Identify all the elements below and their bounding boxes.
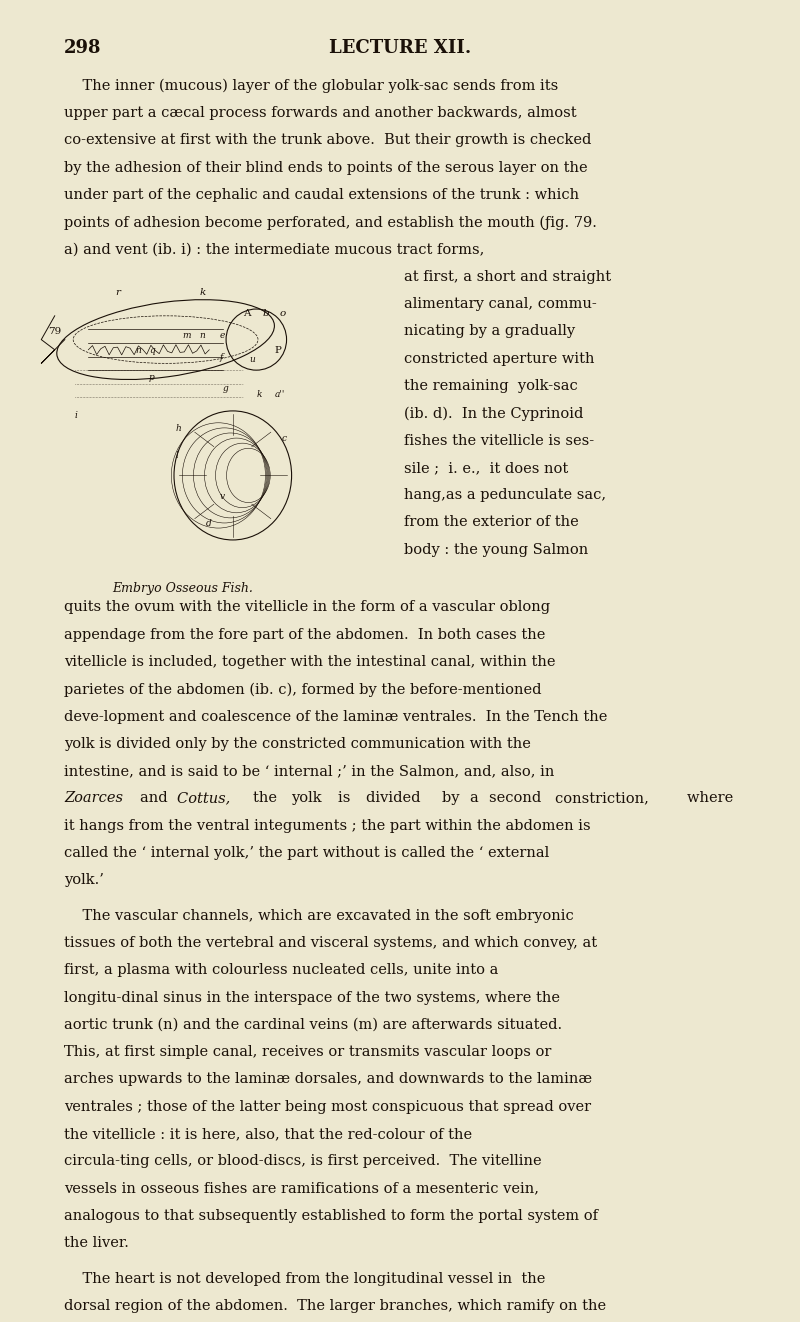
- Text: ventrales ; those of the latter being most conspicuous that spread over: ventrales ; those of the latter being mo…: [64, 1100, 591, 1113]
- Text: divided: divided: [366, 792, 426, 805]
- Text: at first, a short and straight: at first, a short and straight: [404, 270, 611, 284]
- Text: v: v: [219, 492, 225, 501]
- Text: body : the young Salmon: body : the young Salmon: [404, 543, 588, 557]
- Text: the liver.: the liver.: [64, 1236, 129, 1251]
- Text: constricted aperture with: constricted aperture with: [404, 352, 594, 366]
- Text: points of adhesion become perforated, and establish the mouth (ƒig. 79.: points of adhesion become perforated, an…: [64, 215, 597, 230]
- Text: l: l: [176, 451, 178, 460]
- Text: alimentary canal, commu-: alimentary canal, commu-: [404, 297, 597, 311]
- Text: b: b: [263, 309, 270, 317]
- Text: is: is: [338, 792, 354, 805]
- Text: aortic trunk (n) and the cardinal veins (m) are afterwards situated.: aortic trunk (n) and the cardinal veins …: [64, 1018, 566, 1032]
- Text: analogous to that subsequently established to form the portal system of: analogous to that subsequently establish…: [64, 1208, 598, 1223]
- Text: fishes the vitellicle is ses-: fishes the vitellicle is ses-: [404, 434, 594, 448]
- Text: the: the: [253, 792, 282, 805]
- Text: yolk is divided only by the constricted communication with the: yolk is divided only by the constricted …: [64, 736, 531, 751]
- Text: vessels in osseous fishes are ramifications of a mesenteric vein,: vessels in osseous fishes are ramificati…: [64, 1182, 539, 1195]
- Text: i: i: [75, 411, 78, 419]
- Text: by the adhesion of their blind ends to points of the serous layer on the: by the adhesion of their blind ends to p…: [64, 161, 588, 175]
- Text: where: where: [687, 792, 738, 805]
- Text: nicating by a gradually: nicating by a gradually: [404, 324, 575, 338]
- Text: yolk: yolk: [290, 792, 326, 805]
- Text: Cottus,: Cottus,: [178, 792, 235, 805]
- Text: m: m: [182, 330, 191, 340]
- Text: constriction,: constriction,: [555, 792, 654, 805]
- Text: vitellicle is included, together with the intestinal canal, within the: vitellicle is included, together with th…: [64, 654, 555, 669]
- Text: the remaining  yolk-sac: the remaining yolk-sac: [404, 379, 578, 393]
- Text: q: q: [149, 346, 154, 356]
- Text: r: r: [115, 288, 120, 297]
- Text: arches upwards to the laminæ dorsales, and downwards to the laminæ: arches upwards to the laminæ dorsales, a…: [64, 1072, 592, 1087]
- Text: Embryo Osseous Fish.: Embryo Osseous Fish.: [112, 582, 253, 595]
- Text: e: e: [219, 330, 225, 340]
- Text: a) and vent (ib. i) : the intermediate mucous tract forms,: a) and vent (ib. i) : the intermediate m…: [64, 242, 484, 256]
- Text: longitu-dinal sinus in the interspace of the two systems, where the: longitu-dinal sinus in the interspace of…: [64, 990, 560, 1005]
- Text: deve-lopment and coalescence of the laminæ ventrales.  In the Tench the: deve-lopment and coalescence of the lami…: [64, 710, 607, 723]
- Text: intestine, and is said to be ‘ internal ;’ in the Salmon, and, also, in: intestine, and is said to be ‘ internal …: [64, 764, 554, 779]
- Text: c: c: [282, 435, 286, 443]
- Text: n: n: [199, 330, 205, 340]
- Text: h: h: [176, 424, 182, 434]
- Text: g: g: [222, 383, 229, 393]
- Text: yolk.’: yolk.’: [64, 874, 104, 887]
- Text: The inner (mucous) layer of the globular yolk-sac sends from its: The inner (mucous) layer of the globular…: [64, 79, 558, 94]
- Text: tissues of both the vertebral and visceral systems, and which convey, at: tissues of both the vertebral and viscer…: [64, 936, 597, 951]
- Text: parietes of the abdomen (ib. c), formed by the before-mentioned: parietes of the abdomen (ib. c), formed …: [64, 682, 542, 697]
- Text: The vascular channels, which are excavated in the soft embryonic: The vascular channels, which are excavat…: [64, 908, 574, 923]
- Text: appendage from the fore part of the abdomen.  In both cases the: appendage from the fore part of the abdo…: [64, 628, 546, 641]
- Text: second: second: [489, 792, 546, 805]
- Text: called the ‘ internal yolk,’ the part without is called the ‘ external: called the ‘ internal yolk,’ the part wi…: [64, 846, 550, 859]
- Text: The heart is not developed from the longitudinal vessel in  the: The heart is not developed from the long…: [64, 1272, 546, 1285]
- Text: LECTURE XII.: LECTURE XII.: [329, 38, 471, 57]
- Text: upper part a cæcal process forwards and another backwards, almost: upper part a cæcal process forwards and …: [64, 106, 577, 120]
- Text: Zoarces: Zoarces: [64, 792, 128, 805]
- Text: A: A: [243, 309, 250, 317]
- Text: and: and: [139, 792, 172, 805]
- Text: dorsal region of the abdomen.  The larger branches, which ramify on the: dorsal region of the abdomen. The larger…: [64, 1300, 606, 1313]
- Text: sile ;  i. e.,  it does not: sile ; i. e., it does not: [404, 461, 568, 475]
- Text: a'': a'': [275, 390, 285, 399]
- Text: P: P: [275, 346, 282, 356]
- Text: n: n: [135, 346, 141, 356]
- Text: p: p: [149, 373, 154, 382]
- Text: it hangs from the ventral integuments ; the part within the abdomen is: it hangs from the ventral integuments ; …: [64, 818, 590, 833]
- Text: k: k: [199, 288, 206, 297]
- Text: circula-ting cells, or blood-discs, is first perceived.  The vitelline: circula-ting cells, or blood-discs, is f…: [64, 1154, 542, 1169]
- Text: co-extensive at first with the trunk above.  But their growth is checked: co-extensive at first with the trunk abo…: [64, 134, 591, 148]
- Text: by: by: [442, 792, 464, 805]
- Text: u: u: [250, 354, 255, 364]
- Text: This, at first simple canal, receives or transmits vascular loops or: This, at first simple canal, receives or…: [64, 1046, 551, 1059]
- Text: hang,as a pedunculate sac,: hang,as a pedunculate sac,: [404, 488, 606, 502]
- Text: quits the ovum with the vitellicle in the form of a vascular oblong: quits the ovum with the vitellicle in th…: [64, 600, 550, 615]
- Text: o: o: [280, 309, 286, 317]
- Text: 79: 79: [48, 328, 62, 337]
- Text: d: d: [206, 520, 212, 529]
- Text: a: a: [470, 792, 483, 805]
- Text: f: f: [219, 353, 222, 362]
- Text: under part of the cephalic and caudal extensions of the trunk : which: under part of the cephalic and caudal ex…: [64, 188, 579, 202]
- Text: 298: 298: [64, 38, 102, 57]
- Text: from the exterior of the: from the exterior of the: [404, 516, 578, 529]
- Text: k: k: [256, 390, 262, 399]
- Text: first, a plasma with colourless nucleated cells, unite into a: first, a plasma with colourless nucleate…: [64, 964, 498, 977]
- Text: the vitellicle : it is here, also, that the red-colour of the: the vitellicle : it is here, also, that …: [64, 1128, 472, 1141]
- Text: (ib. d).  In the Cyprinoid: (ib. d). In the Cyprinoid: [404, 406, 583, 420]
